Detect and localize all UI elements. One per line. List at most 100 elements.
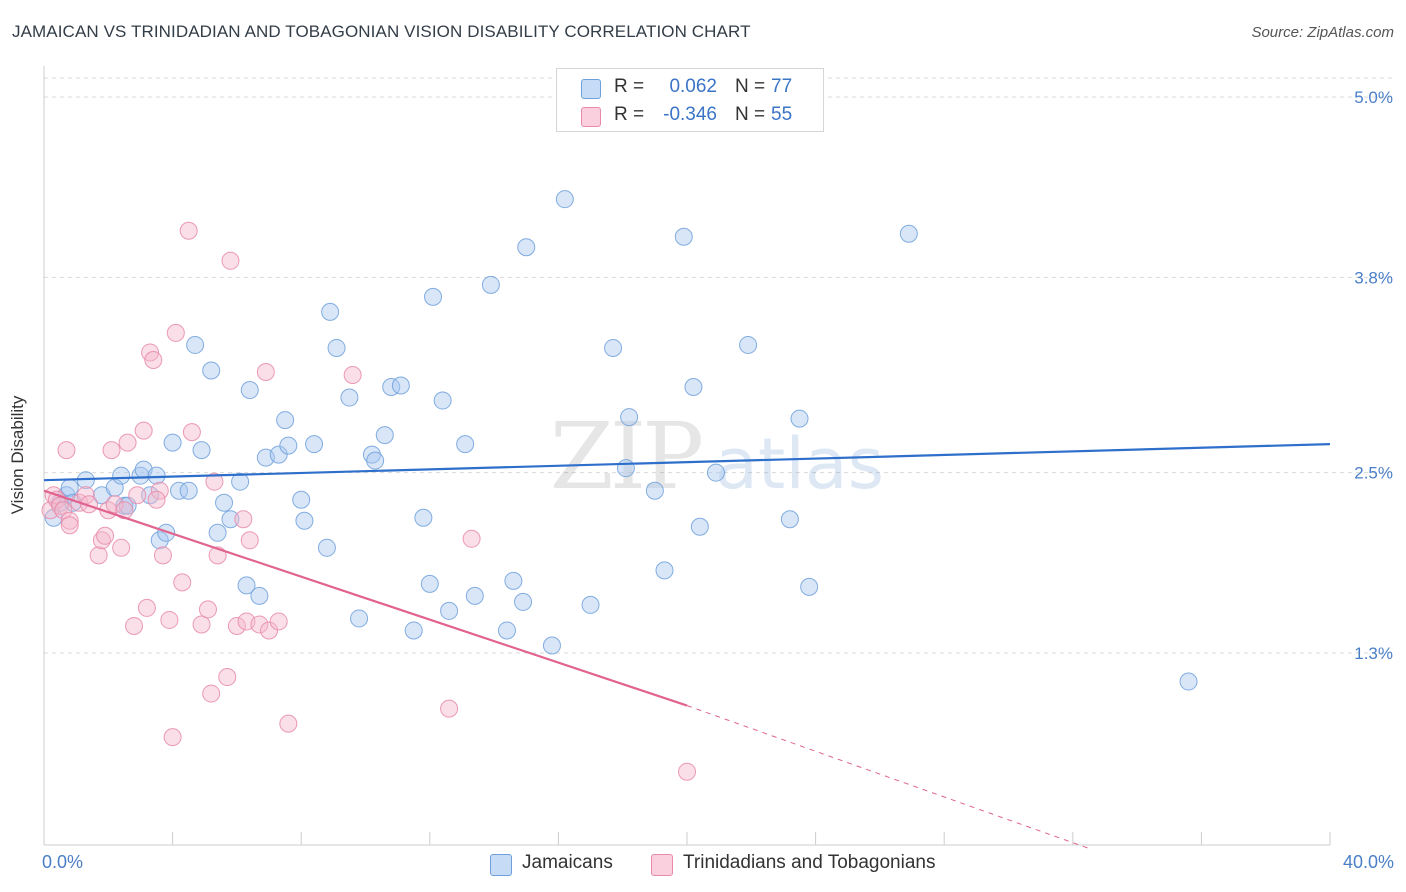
data-point — [96, 526, 115, 545]
data-point — [173, 573, 192, 592]
data-point — [182, 423, 201, 442]
data-point — [305, 435, 324, 454]
data-point — [54, 501, 73, 520]
data-point — [366, 451, 385, 470]
data-point — [269, 612, 288, 631]
series-jamaicans — [44, 190, 1198, 691]
data-point — [256, 362, 275, 381]
axes — [43, 66, 1331, 846]
data-point — [240, 531, 259, 550]
data-point — [497, 621, 516, 640]
data-point — [137, 598, 156, 617]
data-point — [221, 510, 240, 529]
data-point — [279, 436, 298, 455]
data-point — [179, 481, 198, 500]
watermark: ZIP atlas — [550, 403, 884, 510]
data-point — [144, 350, 163, 369]
data-point — [240, 381, 259, 400]
data-point — [420, 574, 439, 593]
legend-r-value: 0.062 — [669, 76, 717, 97]
data-point — [166, 323, 185, 342]
data-point — [231, 472, 250, 491]
data-point — [440, 699, 459, 718]
legend-n-label: N = — [735, 76, 766, 97]
data-point — [604, 338, 623, 357]
data-point — [60, 516, 79, 535]
data-point — [234, 510, 253, 529]
data-point — [581, 595, 600, 614]
data-point — [179, 221, 198, 240]
data-point — [456, 435, 475, 454]
data-point — [208, 523, 227, 542]
data-point — [198, 600, 217, 619]
correlation-legend: R = 0.062 N = 77 R = -0.346 N = 55 — [556, 68, 824, 132]
legend-swatch-blue — [490, 854, 512, 876]
data-point — [260, 621, 279, 640]
series-trinidadians — [41, 221, 696, 781]
data-point — [215, 493, 234, 512]
data-point — [739, 335, 758, 354]
watermark-atlas: atlas — [715, 423, 884, 505]
data-point — [440, 601, 459, 620]
data-point — [118, 433, 137, 452]
legend-r-value: -0.346 — [663, 104, 717, 125]
legend-swatch-pink — [651, 854, 673, 876]
data-point — [60, 478, 79, 497]
data-point — [433, 391, 452, 410]
data-point — [800, 577, 819, 596]
data-point — [141, 486, 160, 505]
data-point — [227, 616, 246, 635]
legend-n-label: N = — [735, 104, 766, 125]
data-point — [150, 531, 169, 550]
data-point — [115, 501, 134, 520]
data-point — [279, 714, 298, 733]
data-point — [147, 466, 166, 485]
data-point — [382, 378, 401, 397]
data-point — [542, 636, 561, 655]
data-point — [616, 459, 635, 478]
data-point — [170, 481, 189, 500]
legend-swatch-pink — [581, 107, 601, 127]
data-point — [404, 621, 423, 640]
data-point — [186, 335, 205, 354]
data-point — [790, 409, 809, 428]
data-point — [899, 224, 918, 243]
data-point — [157, 523, 176, 542]
data-point — [295, 511, 314, 530]
data-point — [105, 495, 124, 514]
data-point — [205, 472, 224, 491]
data-point — [340, 388, 359, 407]
data-point — [269, 445, 288, 464]
data-point — [620, 408, 639, 427]
data-point — [202, 361, 221, 380]
series-legend: Jamaicans Trinidadians and Tobagonians — [0, 852, 1406, 878]
data-point — [125, 616, 144, 635]
legend-n-value: 77 — [771, 76, 793, 97]
trend-lines — [43, 443, 1331, 849]
data-point — [327, 338, 346, 357]
data-point — [80, 495, 99, 514]
data-point — [462, 529, 481, 548]
data-point — [192, 441, 211, 460]
data-point — [678, 762, 696, 781]
data-point — [321, 302, 340, 321]
y-tick-labels: 1.3% 2.5% 3.8% 5.0% — [1354, 88, 1393, 663]
data-point — [684, 378, 703, 397]
data-point — [555, 190, 574, 209]
y-tick-label: 3.8% — [1354, 268, 1393, 287]
legend-r-label: R = — [614, 76, 645, 97]
data-point — [317, 538, 336, 557]
data-point — [780, 510, 799, 529]
data-point — [237, 576, 256, 595]
data-point — [250, 586, 269, 605]
data-point — [153, 546, 172, 565]
legend-row-jamaicans: R = 0.062 N = 77 — [557, 73, 823, 101]
source-label: Source: ZipAtlas.com — [1251, 24, 1394, 41]
gridlines — [44, 77, 1392, 654]
data-point — [391, 376, 410, 395]
y-tick-label: 5.0% — [1354, 88, 1393, 107]
data-point — [674, 227, 693, 246]
data-point — [414, 508, 433, 527]
legend-label-jamaicans: Jamaicans — [522, 852, 613, 873]
